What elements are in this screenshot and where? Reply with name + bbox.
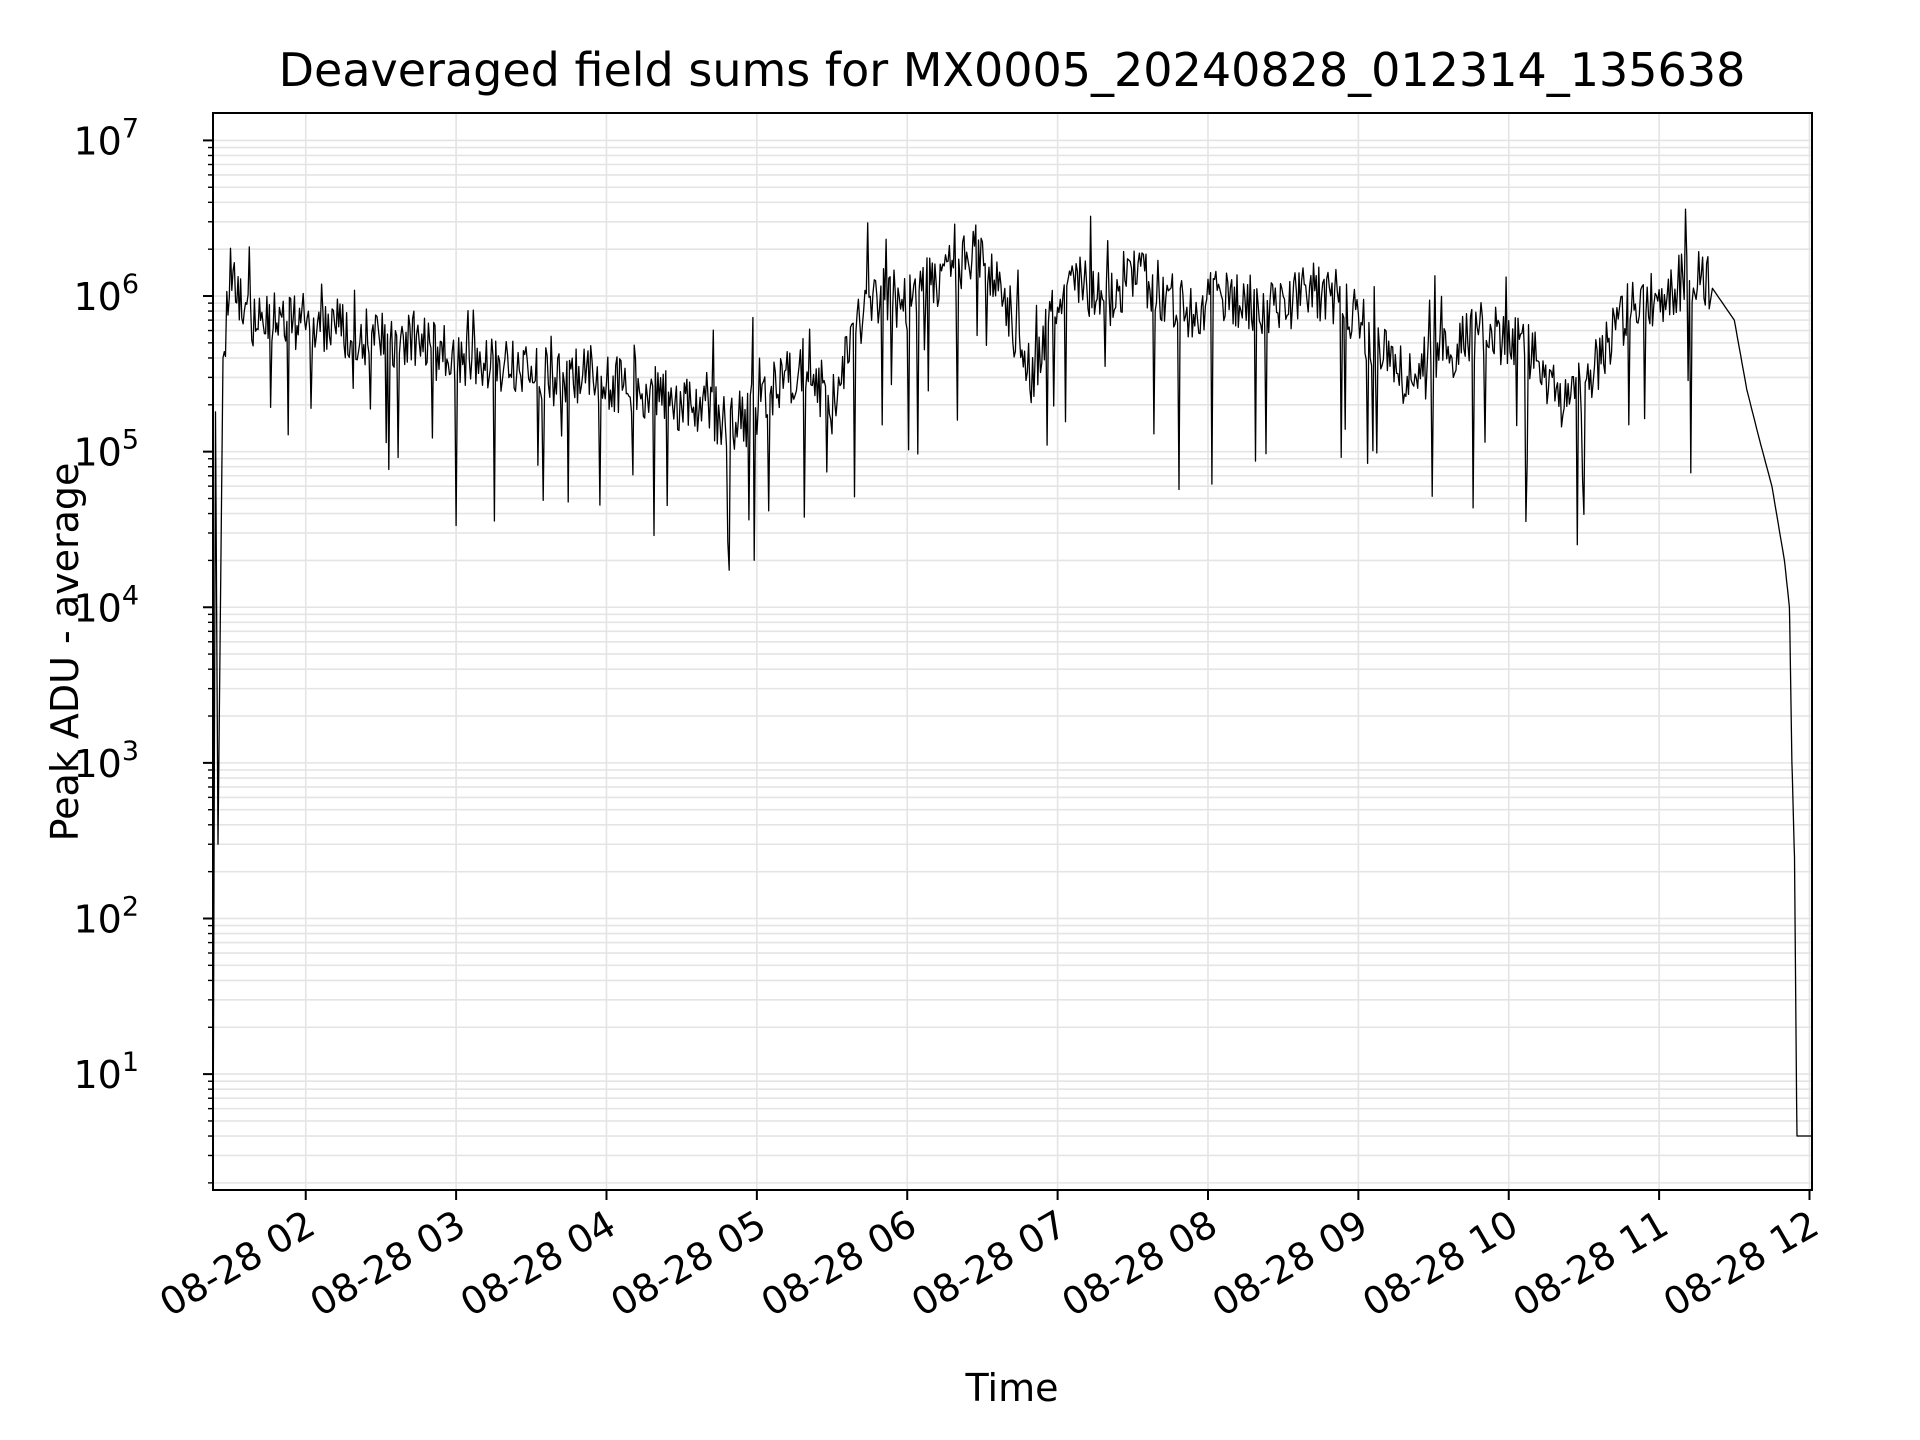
y-tick-label: 106 [73,269,139,319]
plot-frame [212,112,1813,1191]
series-line [212,208,1812,1183]
series-layer [212,208,1812,1183]
y-tick-exponent: 6 [122,269,139,300]
gridlines [213,113,1812,1190]
x-axis-label: Time [965,1366,1059,1410]
y-tick-exponent: 5 [122,425,139,456]
y-axis-label: Peak ADU - average [43,463,87,842]
chart-title: Deaveraged field sums for MX0005_2024082… [279,43,1746,97]
y-tick-exponent: 2 [122,891,139,922]
y-tick-exponent: 4 [122,580,139,611]
y-tick-exponent: 7 [122,113,139,144]
y-tick-exponent: 1 [122,1047,139,1078]
y-tick-exponent: 3 [122,736,139,767]
plot-area [213,113,1812,1190]
